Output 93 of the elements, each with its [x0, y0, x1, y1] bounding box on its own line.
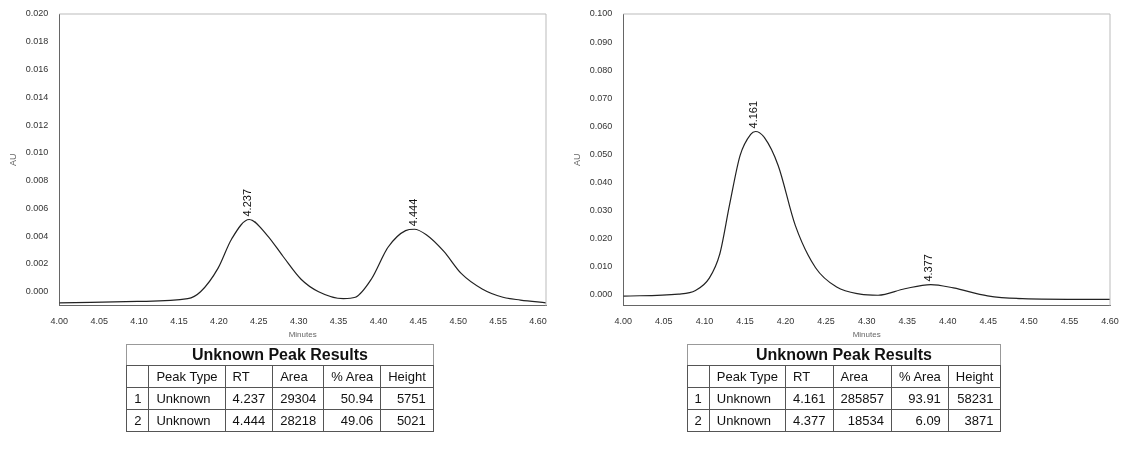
annotation: 4.444	[406, 198, 419, 227]
line-series	[623, 130, 1110, 301]
x-tick-label: 4.25	[250, 316, 268, 327]
category-label: RT	[225, 365, 273, 388]
text: 28218	[272, 409, 324, 432]
y-axis-title: AU	[571, 153, 582, 167]
annotation: 4.161	[746, 100, 759, 129]
text: 4.161	[785, 387, 834, 410]
y-tick-label: 0.016	[25, 64, 49, 75]
text: 5751	[380, 387, 434, 410]
y-tick-label: 0.000	[589, 288, 613, 299]
x-tick-label: 4.15	[736, 316, 754, 327]
x-tick-label: 4.40	[939, 316, 957, 327]
y-tick-label: 0.006	[25, 202, 49, 213]
text: 4.444	[225, 409, 273, 432]
x-tick-label: 4.35	[898, 316, 916, 327]
x-tick-label: 4.55	[489, 316, 507, 327]
y-tick-label: 0.018	[25, 36, 49, 47]
y-axis-title: AU	[7, 153, 18, 167]
text: 58231	[948, 387, 1001, 410]
x-tick-label: 4.30	[289, 316, 308, 327]
y-tick-label: 0.090	[589, 36, 613, 47]
y-tick-label: 0.012	[25, 119, 49, 130]
x-axis-title: Minutes	[852, 330, 881, 340]
text: 2	[126, 409, 149, 432]
y-tick-label: 0.010	[589, 260, 613, 271]
x-tick-label: 4.05	[90, 316, 108, 327]
y-tick-label: 0.050	[589, 148, 613, 159]
x-tick-label: 4.45	[979, 316, 998, 327]
text: Unknown	[709, 409, 786, 432]
y-tick-label: 0.002	[25, 258, 49, 269]
text: 6.09	[891, 409, 949, 432]
x-tick-label: 4.60	[1101, 316, 1119, 327]
y-tick-label: 0.020	[589, 232, 613, 243]
y-tick-label: 0.030	[589, 204, 613, 215]
text: 49.06	[323, 409, 381, 432]
text: 50.94	[323, 387, 381, 410]
x-tick-label: 4.00	[50, 316, 69, 327]
category-label: Height	[948, 365, 1001, 388]
text: 93.91	[891, 387, 949, 410]
y-tick-label: 0.020	[25, 8, 49, 19]
annotation: 4.237	[241, 188, 254, 217]
category-label: % Area	[323, 365, 381, 388]
x-tick-label: 4.35	[329, 316, 348, 327]
category-label: Height	[380, 365, 434, 388]
y-tick-label: 0.100	[589, 8, 613, 19]
x-axis-title: Minutes	[288, 330, 317, 340]
x-tick-label: 4.50	[449, 316, 467, 327]
x-tick-label: 4.10	[695, 316, 714, 327]
category-label: % Area	[891, 365, 949, 388]
category-label: Peak Type	[709, 365, 786, 388]
x-tick-label: 4.45	[409, 316, 428, 327]
text: 5021	[380, 409, 434, 432]
y-tick-label: 0.014	[25, 91, 49, 102]
y-tick-label: 0.004	[25, 230, 49, 241]
text: 2	[687, 409, 710, 432]
y-tick-label: 0.040	[589, 176, 613, 187]
x-tick-label: 4.25	[817, 316, 835, 327]
y-tick-label: 0.000	[25, 286, 49, 297]
category-label: Peak Type	[148, 365, 226, 388]
text: 3871	[948, 409, 1001, 432]
x-tick-label: 4.20	[210, 316, 228, 327]
text: Unknown Peak Results	[686, 344, 1002, 365]
x-tick-label: 4.10	[130, 316, 148, 327]
x-tick-label: 4.50	[1020, 316, 1038, 327]
text: 18534	[833, 409, 892, 432]
category-label: Area	[833, 365, 892, 388]
x-tick-label: 4.40	[369, 316, 388, 327]
y-tick-label: 0.008	[25, 175, 49, 186]
y-tick-label: 0.060	[589, 120, 613, 131]
text: Unknown	[148, 387, 226, 410]
annotation: 4.377	[922, 254, 935, 282]
x-tick-label: 4.60	[529, 316, 547, 327]
x-tick-label: 4.55	[1060, 316, 1079, 327]
x-tick-label: 4.30	[857, 316, 876, 327]
text: 4.237	[225, 387, 273, 410]
text: Unknown	[148, 409, 226, 432]
x-tick-label: 4.05	[655, 316, 673, 327]
text: Unknown	[709, 387, 786, 410]
y-tick-label: 0.070	[589, 92, 613, 103]
text: Unknown Peak Results	[126, 344, 434, 365]
text: 1	[126, 387, 149, 410]
category-label: Area	[272, 365, 324, 388]
category-label: RT	[785, 365, 834, 388]
y-tick-label: 0.010	[25, 147, 49, 158]
text: 285857	[833, 387, 892, 410]
text: 4.377	[785, 409, 834, 432]
text: 29304	[272, 387, 324, 410]
x-tick-label: 4.15	[170, 316, 188, 327]
y-tick-label: 0.080	[589, 64, 613, 75]
x-tick-label: 4.00	[614, 316, 633, 327]
text: 1	[687, 387, 710, 410]
x-tick-label: 4.20	[776, 316, 795, 327]
